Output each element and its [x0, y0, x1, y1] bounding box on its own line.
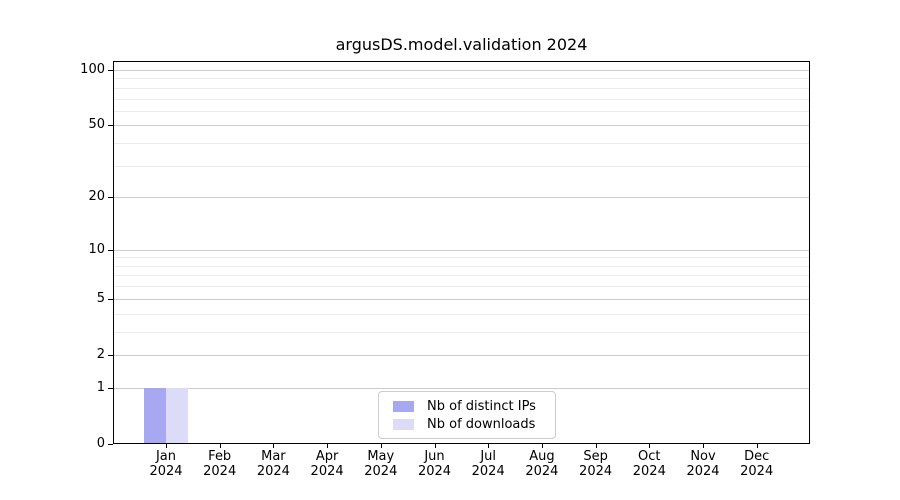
- gridline-minor: [114, 143, 809, 145]
- x-tick: [703, 444, 704, 448]
- y-tick-label: 1: [96, 379, 105, 395]
- x-tick-label: Nov 2024: [663, 449, 743, 479]
- x-tick: [649, 444, 651, 448]
- x-tick-year: 2024: [256, 464, 290, 479]
- legend-swatch-icon: [393, 400, 414, 412]
- x-tick-year: 2024: [417, 464, 452, 479]
- x-tick-label: Mar 2024: [233, 449, 313, 479]
- x-tick-month: Nov: [690, 449, 716, 464]
- legend-item: Nb of distinct IPs: [393, 397, 547, 415]
- x-tick: [756, 444, 758, 448]
- x-tick-label: Jun 2024: [395, 449, 475, 479]
- chart-title: argusDS.model.validation 2024: [335, 35, 588, 54]
- legend-label: Nb of downloads: [427, 416, 536, 432]
- y-tick-label: 5: [96, 290, 105, 306]
- legend-swatch-icon: [393, 418, 414, 430]
- gridline-minor: [114, 87, 809, 89]
- y-tick: [108, 444, 113, 445]
- x-tick-label: Feb 2024: [180, 449, 260, 479]
- y-tick: [108, 298, 113, 300]
- x-tick-label: Sep 2024: [556, 449, 636, 479]
- legend: Nb of distinct IPs Nb of downloads: [378, 391, 556, 439]
- x-tick: [166, 444, 167, 448]
- gridline-major: [114, 70, 809, 71]
- y-tick: [108, 249, 113, 251]
- gridline-minor: [114, 275, 809, 277]
- gridline-major: [114, 298, 809, 300]
- x-tick-year: 2024: [471, 464, 505, 479]
- x-tick-label: Jul 2024: [448, 449, 528, 479]
- y-tick-label: 20: [88, 189, 105, 205]
- gridline-major: [114, 125, 809, 127]
- gridline-minor: [114, 265, 809, 267]
- y-tick: [108, 387, 113, 389]
- y-tick-label: 0: [96, 436, 105, 451]
- gridline-major: [114, 354, 809, 356]
- legend-label: Nb of distinct IPs: [427, 398, 536, 414]
- y-tick-label: 100: [80, 62, 105, 77]
- x-tick: [380, 444, 382, 448]
- bar-nb-of-distinct-ips-jan: [144, 387, 166, 443]
- x-tick-year: 2024: [364, 464, 398, 479]
- x-tick-month: Jun: [424, 449, 445, 464]
- y-tick: [108, 354, 113, 356]
- gridline-minor: [114, 313, 809, 315]
- x-tick-label: Oct 2024: [609, 449, 689, 479]
- x-tick-month: Mar: [261, 449, 286, 464]
- gridline-minor: [114, 78, 809, 80]
- x-tick-year: 2024: [149, 464, 183, 479]
- x-tick: [541, 444, 543, 448]
- x-tick-month: Jan: [155, 449, 177, 464]
- x-tick-label: Dec 2024: [717, 449, 797, 479]
- x-tick-label: Aug 2024: [502, 449, 582, 479]
- y-tick-label: 50: [88, 117, 105, 133]
- x-tick-month: Aug: [529, 449, 555, 464]
- x-tick-year: 2024: [686, 464, 720, 479]
- gridline-minor: [114, 110, 809, 112]
- x-tick-year: 2024: [632, 464, 666, 479]
- x-tick-year: 2024: [525, 464, 559, 479]
- x-tick: [273, 444, 275, 448]
- gridline-major: [114, 197, 809, 199]
- x-tick-year: 2024: [203, 464, 237, 479]
- x-tick: [595, 444, 597, 448]
- y-tick: [108, 70, 113, 71]
- x-tick: [488, 444, 490, 448]
- gridline-minor: [114, 257, 809, 259]
- gridline-major: [114, 387, 809, 389]
- x-tick-label: Jan 2024: [126, 449, 206, 479]
- y-tick: [108, 125, 113, 127]
- x-tick-month: Jul: [480, 449, 497, 464]
- x-tick: [219, 444, 221, 448]
- y-tick-label: 10: [88, 241, 105, 257]
- x-tick-month: Oct: [638, 449, 661, 464]
- x-tick-month: May: [367, 449, 395, 464]
- gridline-minor: [114, 331, 809, 333]
- bar-nb-of-downloads-jan: [166, 387, 188, 443]
- x-tick: [327, 444, 329, 448]
- y-tick-label: 2: [96, 346, 105, 362]
- x-tick-year: 2024: [310, 464, 344, 479]
- y-tick: [108, 197, 113, 199]
- plot-area: [113, 61, 810, 444]
- x-tick-month: Apr: [315, 449, 339, 464]
- x-tick-month: Dec: [744, 449, 770, 464]
- x-tick-month: Feb: [208, 449, 232, 464]
- gridline-minor: [114, 98, 809, 100]
- x-tick: [434, 444, 436, 448]
- legend-item: Nb of downloads: [393, 415, 547, 433]
- gridline-minor: [114, 286, 809, 288]
- gridline-minor: [114, 165, 809, 167]
- x-tick-month: Sep: [583, 449, 608, 464]
- x-tick-year: 2024: [579, 464, 613, 479]
- gridline-major: [114, 249, 809, 251]
- x-tick-label: Apr 2024: [287, 449, 367, 479]
- x-tick-year: 2024: [740, 464, 774, 479]
- x-tick-label: May 2024: [341, 449, 421, 479]
